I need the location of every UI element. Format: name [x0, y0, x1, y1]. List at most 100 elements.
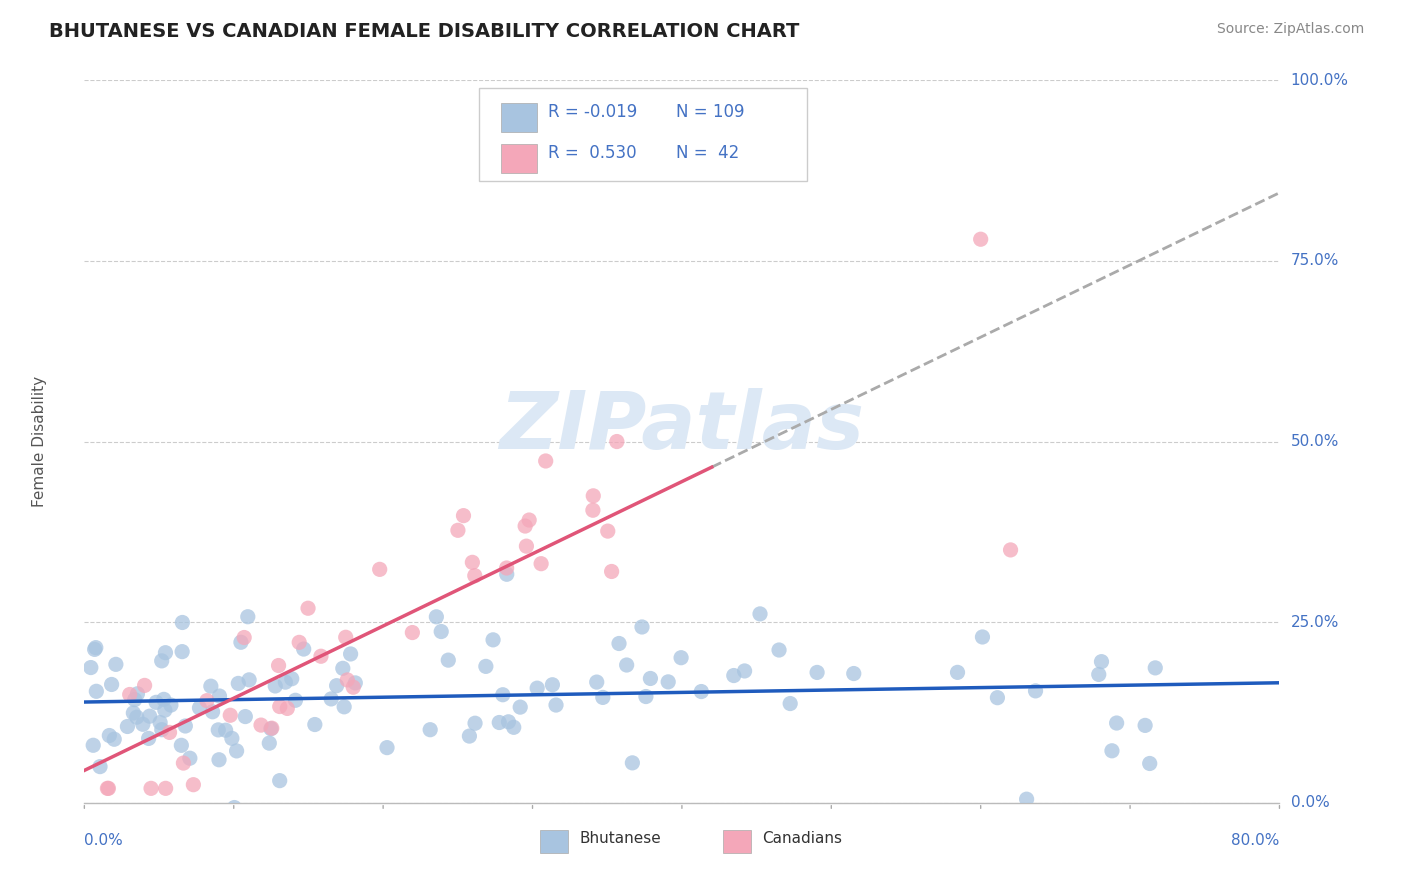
Point — [509, 700, 531, 714]
Point — [972, 630, 994, 644]
Point — [401, 625, 423, 640]
Point — [104, 657, 127, 672]
Point — [342, 680, 364, 694]
Point — [582, 489, 605, 503]
Point — [344, 676, 367, 690]
Point — [214, 723, 236, 738]
Text: Bhutanese: Bhutanese — [579, 831, 661, 847]
Point — [336, 673, 359, 687]
Point — [592, 690, 614, 705]
Point — [640, 672, 662, 686]
Point — [498, 714, 520, 729]
Point — [1015, 792, 1038, 806]
Point — [86, 684, 108, 698]
FancyBboxPatch shape — [502, 144, 537, 173]
Text: 80.0%: 80.0% — [1232, 833, 1279, 848]
Point — [607, 636, 630, 650]
Point — [284, 693, 307, 707]
Point — [138, 709, 160, 723]
Point — [634, 690, 657, 704]
Point — [657, 674, 679, 689]
Point — [259, 736, 281, 750]
Point — [122, 706, 145, 720]
Point — [280, 672, 302, 686]
FancyBboxPatch shape — [540, 830, 568, 853]
Point — [606, 434, 628, 449]
Point — [89, 759, 111, 773]
Point — [335, 630, 357, 644]
Point — [149, 715, 172, 730]
Point — [236, 609, 259, 624]
Text: N =  42: N = 42 — [676, 144, 740, 161]
Point — [125, 710, 148, 724]
Point — [488, 715, 510, 730]
Point — [1025, 684, 1047, 698]
Point — [1087, 667, 1109, 681]
Point — [100, 677, 122, 691]
FancyBboxPatch shape — [479, 87, 807, 181]
Point — [458, 729, 481, 743]
Point — [1105, 716, 1128, 731]
Point — [188, 701, 211, 715]
Point — [118, 688, 141, 702]
Point — [437, 653, 460, 667]
Point — [541, 678, 564, 692]
Text: 50.0%: 50.0% — [1291, 434, 1339, 449]
Point — [475, 659, 498, 673]
Point — [127, 687, 149, 701]
Point — [229, 635, 252, 649]
Point — [986, 690, 1008, 705]
Point — [200, 679, 222, 693]
Point — [515, 539, 537, 553]
Point — [946, 665, 969, 680]
Point — [208, 753, 231, 767]
Point — [132, 717, 155, 731]
Point — [502, 720, 524, 734]
Point — [530, 557, 553, 571]
Point — [517, 513, 540, 527]
Point — [124, 692, 146, 706]
Point — [274, 675, 297, 690]
Point — [219, 708, 242, 723]
Point — [80, 660, 103, 674]
Point — [749, 607, 772, 621]
Point — [288, 635, 311, 649]
Point — [690, 684, 713, 698]
Point — [482, 632, 505, 647]
Point — [134, 678, 156, 692]
Point — [1133, 718, 1156, 732]
Point — [430, 624, 453, 639]
Point — [138, 731, 160, 746]
Point — [139, 781, 162, 796]
Point — [260, 722, 283, 736]
Point — [534, 454, 557, 468]
Point — [82, 739, 104, 753]
Point — [170, 739, 193, 753]
Point — [1144, 661, 1167, 675]
Point — [970, 232, 993, 246]
Point — [621, 756, 644, 770]
Point — [117, 719, 139, 733]
Text: 25.0%: 25.0% — [1291, 615, 1339, 630]
Point — [174, 719, 197, 733]
Point — [83, 642, 105, 657]
Point — [1101, 744, 1123, 758]
Point — [155, 781, 177, 796]
Point — [453, 508, 475, 523]
Point — [596, 524, 619, 538]
Text: Canadians: Canadians — [762, 831, 842, 847]
Text: ZIPatlas: ZIPatlas — [499, 388, 865, 467]
Point — [333, 699, 356, 714]
Point — [600, 565, 623, 579]
Point — [172, 756, 194, 770]
Point — [425, 609, 447, 624]
Point — [208, 689, 231, 703]
Text: 0.0%: 0.0% — [1291, 796, 1329, 810]
Point — [582, 503, 605, 517]
Point — [526, 681, 548, 695]
Point — [419, 723, 441, 737]
Point — [153, 703, 176, 717]
Point — [153, 692, 176, 706]
Point — [544, 698, 567, 712]
Point — [225, 744, 247, 758]
